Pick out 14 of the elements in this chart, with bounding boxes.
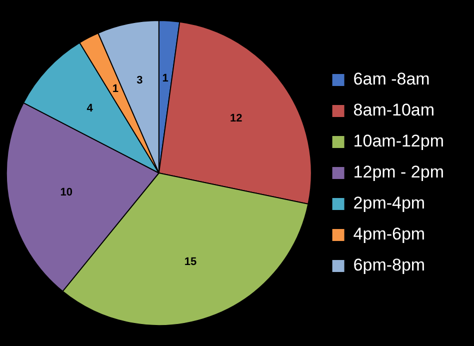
data-label: 1 <box>162 72 168 85</box>
data-label: 4 <box>86 102 94 114</box>
legend-label: 2pm-4pm <box>353 194 426 213</box>
legend-label: 12pm - 2pm <box>353 162 444 182</box>
data-label: 12 <box>230 112 242 125</box>
legend-label: 6am -8am <box>353 70 430 89</box>
legend-label: 6pm-8pm <box>353 256 426 275</box>
legend-label: 4pm-6pm <box>353 224 426 244</box>
data-label: 1 <box>112 83 118 96</box>
data-label: 15 <box>184 256 197 268</box>
data-label: 3 <box>136 74 143 86</box>
legend-label: 10am-12pm <box>353 132 444 151</box>
data-label: 10 <box>60 186 72 198</box>
legend-label: 8am-10am <box>353 100 435 120</box>
